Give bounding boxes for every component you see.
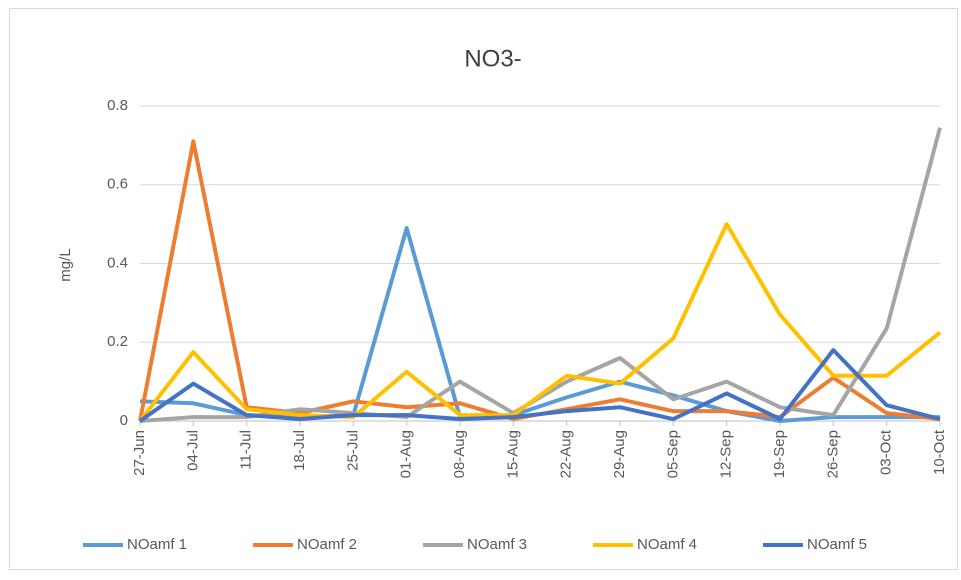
y-axis-label: mg/L bbox=[57, 248, 74, 281]
y-tick-label: 0.4 bbox=[107, 254, 128, 271]
x-tick-label: 04-Jul bbox=[184, 430, 201, 471]
x-tick-label: 27-Jun bbox=[131, 430, 148, 476]
x-tick-label: 05-Sep bbox=[664, 430, 681, 478]
legend-label: NOamf 2 bbox=[297, 536, 357, 553]
x-tick-label: 10-Oct bbox=[931, 429, 948, 475]
x-tick-label: 08-Aug bbox=[451, 430, 468, 478]
legend-label: NOamf 1 bbox=[127, 536, 187, 553]
chart-title: NO3- bbox=[464, 45, 521, 72]
y-tick-label: 0.2 bbox=[107, 333, 128, 350]
legend-label: NOamf 5 bbox=[807, 536, 867, 553]
x-tick-label: 22-Aug bbox=[558, 430, 575, 478]
legend-label: NOamf 3 bbox=[467, 536, 527, 553]
x-tick-label: 18-Jul bbox=[291, 430, 308, 471]
x-tick-label: 11-Jul bbox=[238, 430, 255, 470]
x-tick-label: 25-Jul bbox=[344, 430, 361, 471]
x-tick-label: 26-Sep bbox=[824, 430, 841, 478]
x-tick-label: 03-Oct bbox=[878, 429, 895, 475]
y-tick-label: 0.6 bbox=[107, 176, 128, 193]
x-tick-label: 01-Aug bbox=[398, 430, 415, 478]
y-tick-label: 0 bbox=[120, 412, 128, 429]
series-line bbox=[138, 348, 941, 423]
series-line bbox=[138, 222, 942, 423]
x-tick-label: 29-Aug bbox=[611, 430, 628, 478]
legend-label: NOamf 4 bbox=[637, 536, 697, 553]
x-tick-label: 19-Sep bbox=[771, 430, 788, 478]
x-tick-label: 12-Sep bbox=[718, 430, 735, 478]
y-tick-label: 0.8 bbox=[107, 97, 128, 114]
chart-frame bbox=[9, 8, 958, 570]
x-tick-label: 15-Aug bbox=[504, 430, 521, 478]
